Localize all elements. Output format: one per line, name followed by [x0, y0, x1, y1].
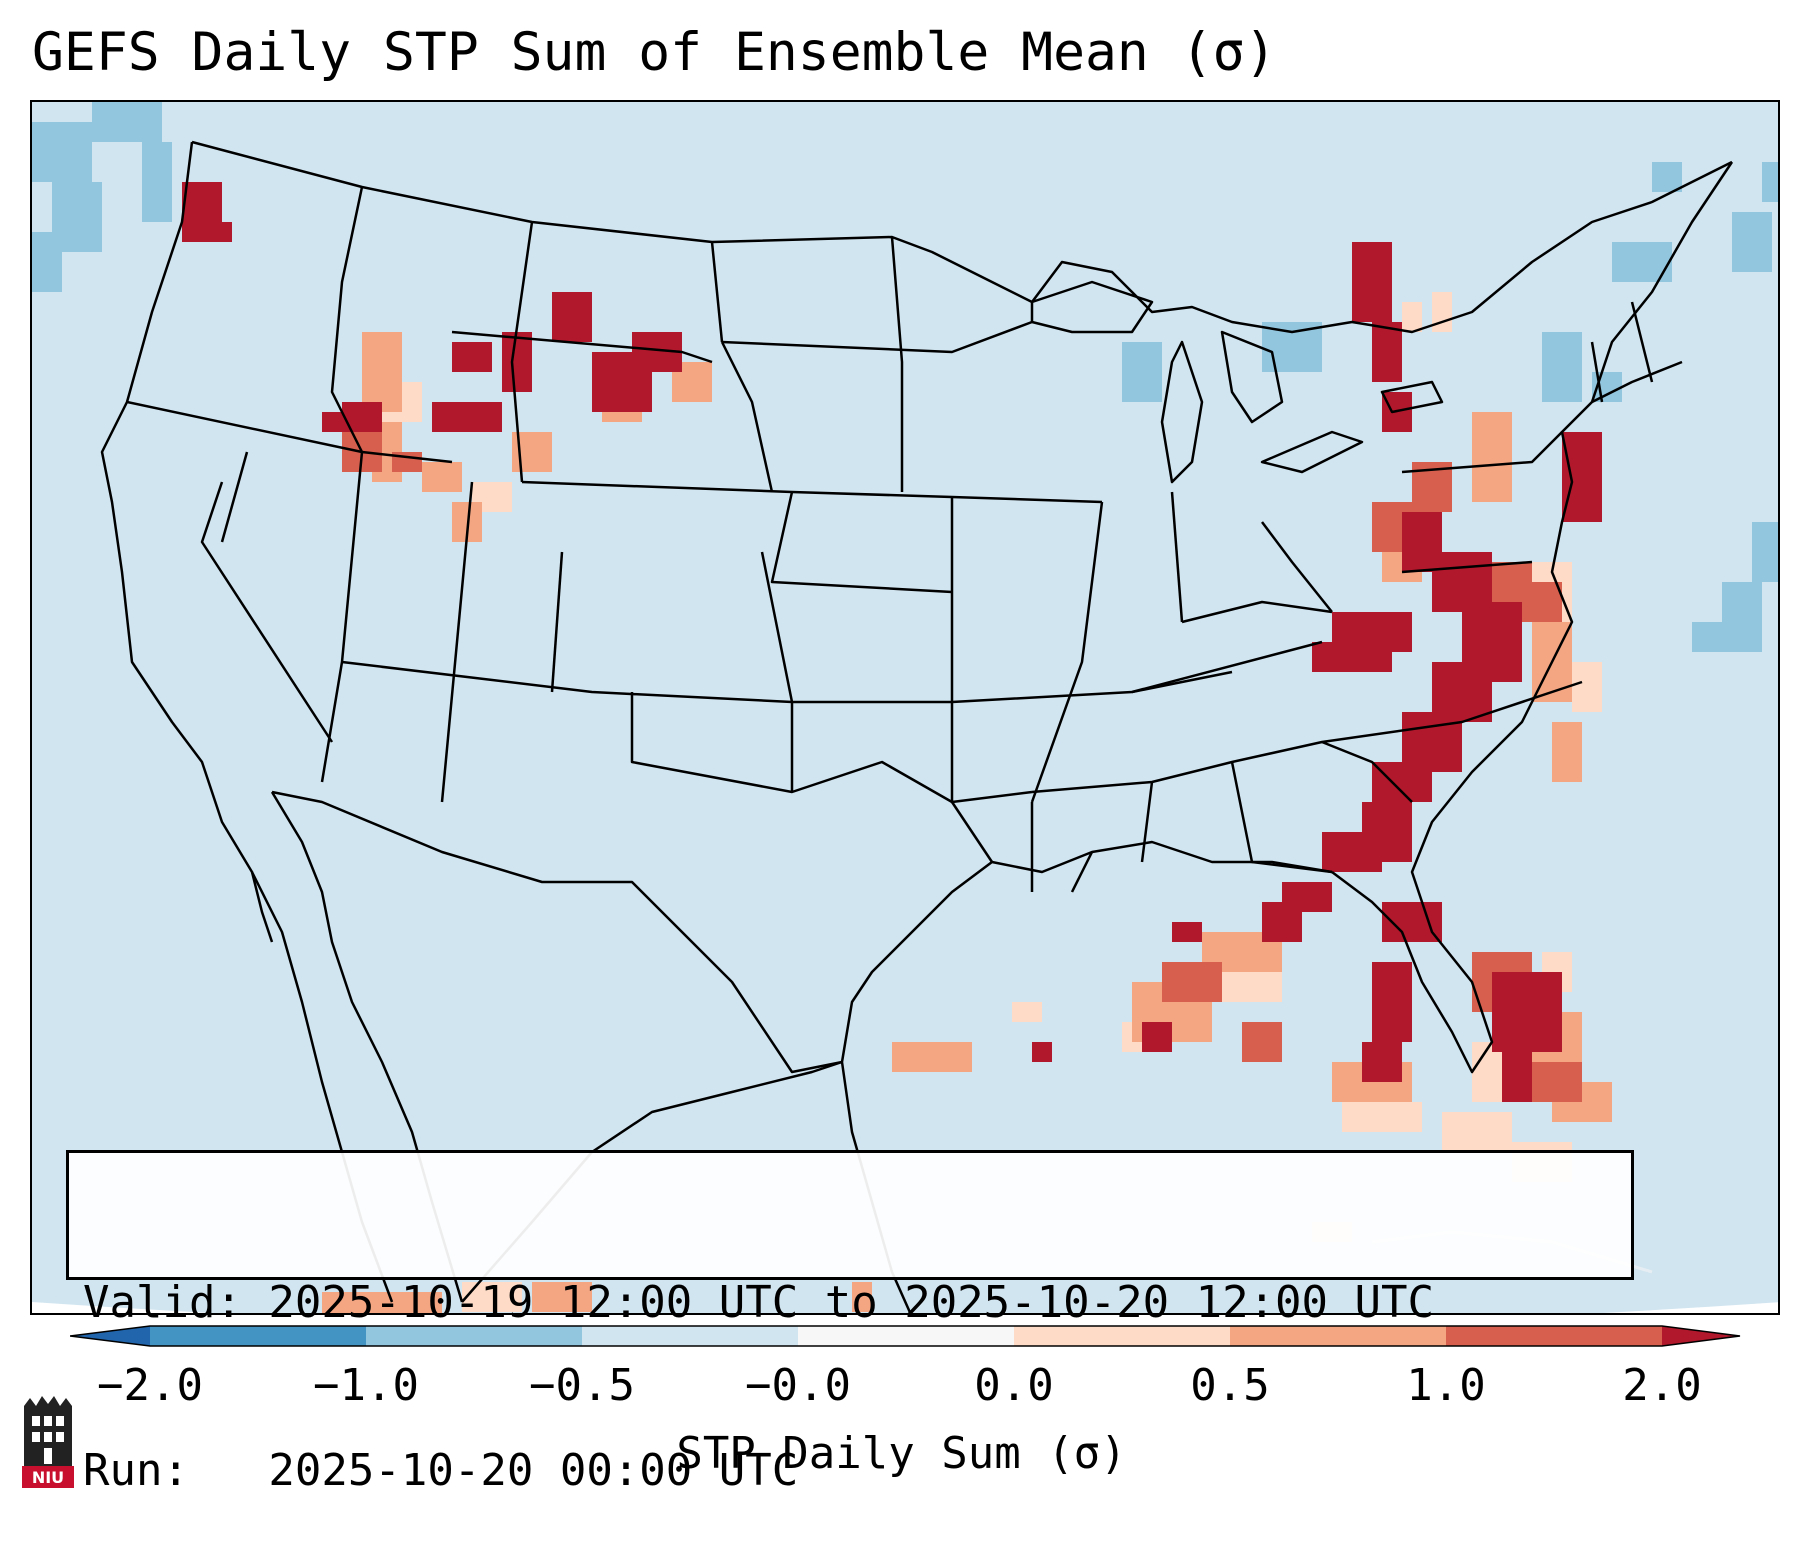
colorbar-segment-1 — [150, 1326, 366, 1346]
tick-label-8: 2.0 — [1622, 1360, 1702, 1411]
colorbar-segment-7 — [1446, 1326, 1662, 1346]
lake-michigan — [1160, 340, 1204, 484]
colorbar — [70, 1325, 1741, 1347]
colorbar-segment-3 — [582, 1326, 798, 1346]
tick-label-7: 1.0 — [1406, 1360, 1486, 1411]
colorbar-under-arrow — [70, 1326, 150, 1346]
map-background — [32, 102, 1778, 1313]
west-coastline — [100, 141, 274, 943]
niu-logo-icon: NIU — [22, 1396, 74, 1488]
negative-cells — [32, 102, 1778, 652]
colorbar-segment-4 — [798, 1326, 1014, 1346]
map-panel[interactable] — [30, 100, 1780, 1315]
logo-text: NIU — [32, 1468, 64, 1487]
colorbar-label: STP Daily Sum (σ) — [676, 1428, 1127, 1479]
colorbar-tick-labels: −2.0 −1.0 −0.5 −0.0 0.0 0.5 1.0 2.0 — [0, 1360, 1803, 1420]
us-mexico-border — [271, 790, 843, 1074]
valid-time-text: Valid: 2025-10-19 12:00 UTC to 2025-10-2… — [83, 1277, 1435, 1328]
lake-erie — [1260, 430, 1364, 474]
tick-label-2: −1.0 — [313, 1360, 419, 1411]
tick-label-6: 0.5 — [1190, 1360, 1270, 1411]
tick-label-3: −0.5 — [529, 1360, 635, 1411]
colorbar-segment-2 — [366, 1326, 582, 1346]
dark-positive-cells — [182, 182, 1602, 1102]
run-time-text: Run: 2025-10-20 00:00 UTC — [83, 1445, 799, 1496]
colorbar-over-arrow — [1662, 1326, 1740, 1346]
valid-time-box: Valid: 2025-10-19 12:00 UTC to 2025-10-2… — [66, 1150, 1634, 1496]
lake-huron — [1220, 330, 1284, 424]
colorbar-segment-5 — [1014, 1326, 1230, 1346]
tick-label-1: −2.0 — [97, 1360, 203, 1411]
tick-label-5: 0.0 — [974, 1360, 1054, 1411]
colorbar-segment-6 — [1230, 1326, 1446, 1346]
tick-label-4: −0.0 — [745, 1360, 851, 1411]
map-outlines — [100, 140, 1734, 1313]
chart-title: GEFS Daily STP Sum of Ensemble Mean (σ) — [32, 22, 1277, 83]
canada-border — [191, 140, 1733, 334]
east-coastline — [1331, 161, 1734, 1074]
lake-ontario — [1380, 380, 1444, 414]
map-svg — [32, 102, 1778, 1313]
